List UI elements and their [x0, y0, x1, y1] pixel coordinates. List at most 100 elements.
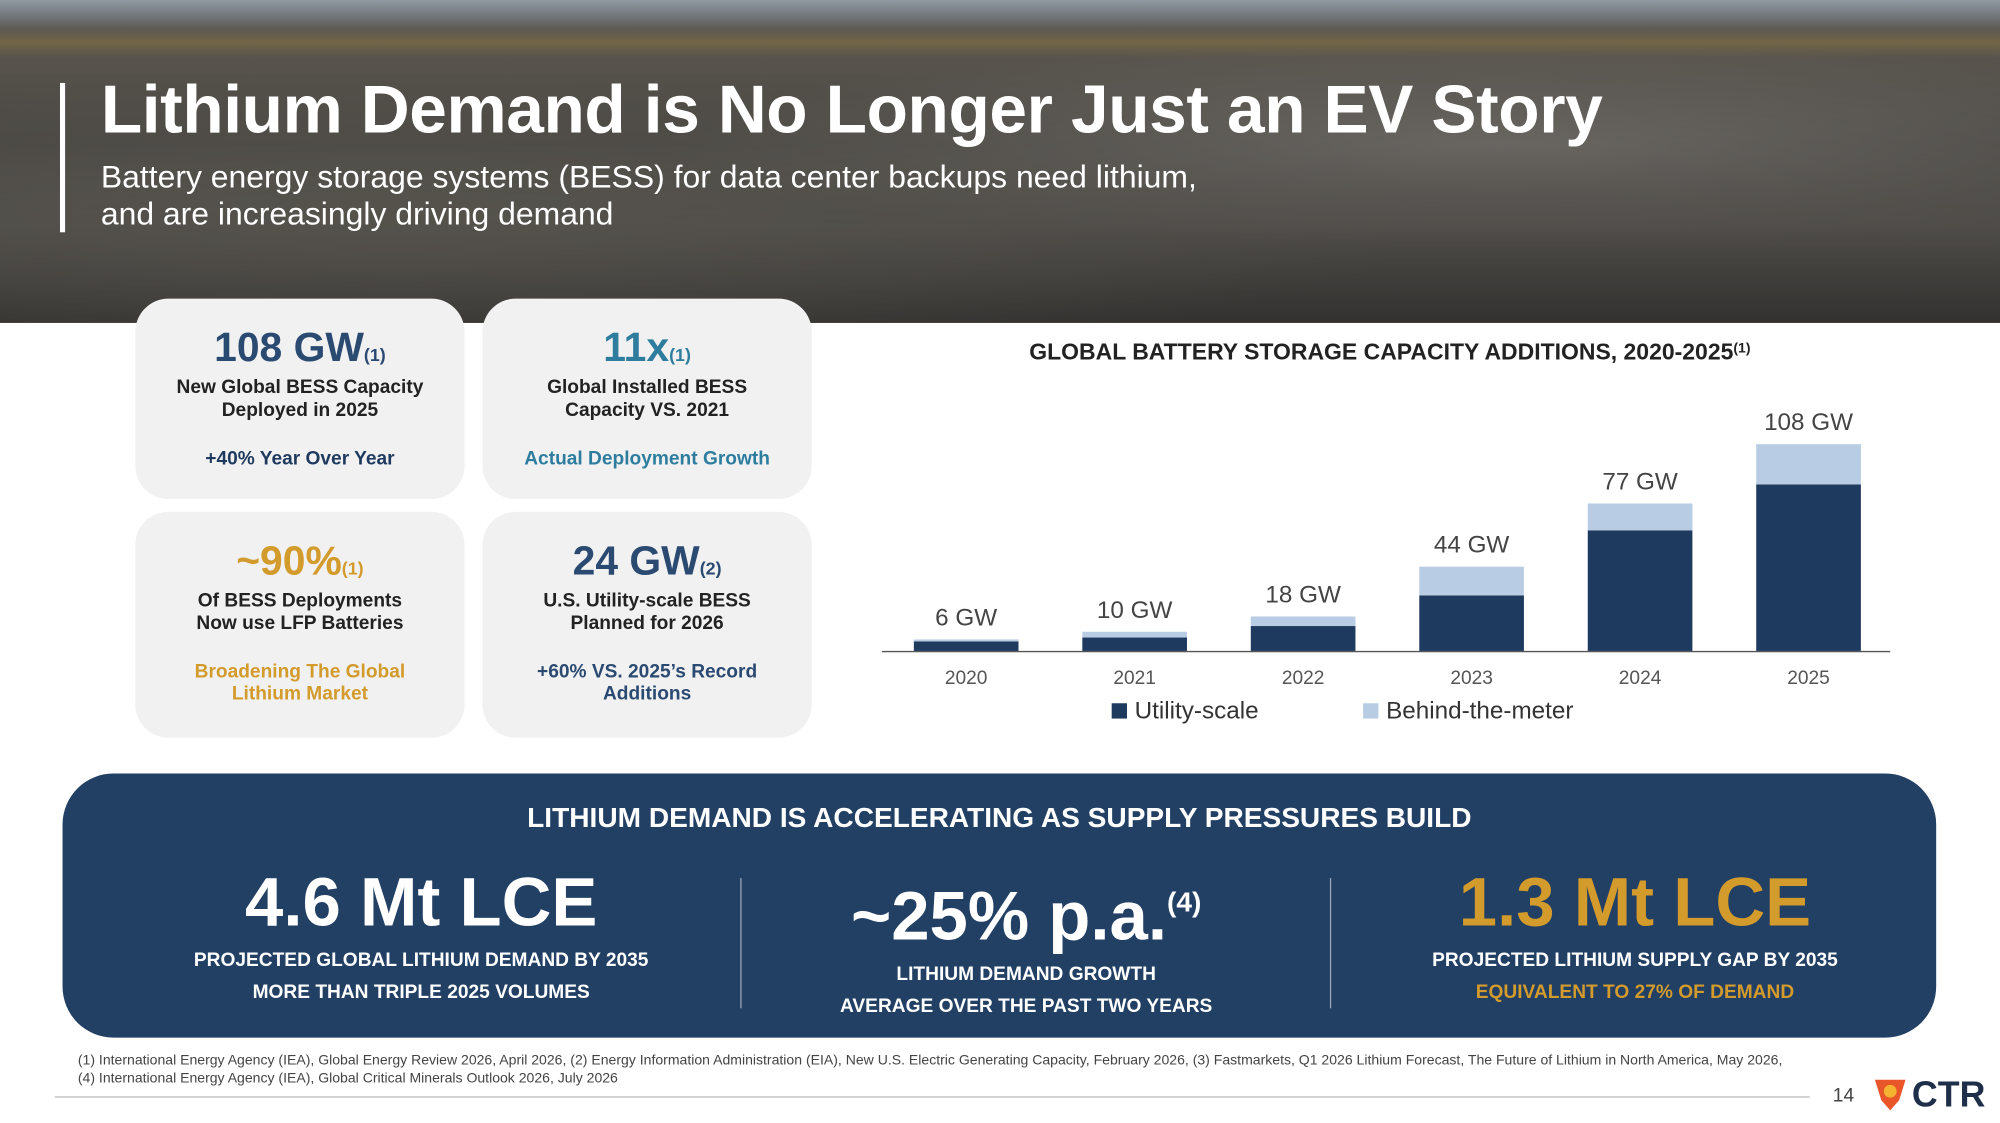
stat-note: (1): [363, 344, 386, 366]
stat-footer: +40% Year Over Year: [135, 448, 464, 470]
bar-segment: [1082, 631, 1187, 638]
bar-segment: [1587, 530, 1693, 651]
stat-label-line: Now use LFP Batteries: [196, 612, 404, 635]
footnote: (1) International Energy Agency (IEA), G…: [77, 1052, 1783, 1069]
stat-footer: Broadening The Global Lithium Market: [135, 661, 464, 704]
chart-title-note: (1): [1733, 339, 1750, 355]
subtitle-line: Battery energy storage systems (BESS) fo…: [100, 159, 1197, 196]
x-tick-label: 2021: [1113, 668, 1156, 689]
bar-total-label: 108 GW: [1764, 409, 1853, 436]
footnotes: (1) International Energy Agency (IEA), G…: [78, 1052, 1783, 1088]
bar-total-label: 10 GW: [1097, 597, 1173, 624]
stat-label-line: Of BESS Deployments: [197, 589, 403, 612]
stat-footer: +60% VS. 2025’s Record Additions: [482, 661, 811, 704]
stat-card: ~90%(1) Of BESS Deployments Now use LFP Ba…: [135, 511, 465, 738]
stat-label-line: Capacity VS. 2021: [565, 399, 730, 422]
footer-rule: [54, 1096, 1810, 1098]
bar-total-label: 77 GW: [1602, 468, 1678, 495]
stat-note: (2): [699, 557, 722, 579]
banner: LITHIUM DEMAND IS ACCELERATING AS SUPPLY…: [62, 773, 1937, 1038]
bar-segment: [1756, 444, 1861, 485]
divider: [1329, 878, 1332, 1009]
x-tick-label: 2024: [1619, 668, 1662, 689]
stat-label-line: New Global BESS Capacity: [176, 376, 424, 399]
stat-card: 11x(1) Global Installed BESS Capacity VS. …: [482, 298, 812, 500]
hero-image: [0, 0, 2000, 323]
bar-total-label: 18 GW: [1265, 581, 1341, 608]
bar-segment: [1587, 503, 1693, 531]
legend-label: Behind-the-meter: [1386, 698, 1573, 725]
legend-label: Utility-scale: [1135, 698, 1259, 725]
banner-stat-line: MORE THAN TRIPLE 2025 VOLUMES: [252, 981, 590, 1004]
banner-stat-value: 4.6 Mt LCE: [245, 864, 598, 941]
chart-title: GLOBAL BATTERY STORAGE CAPACITY ADDITION…: [1029, 339, 1750, 365]
banner-stat-value-row: 4.6 Mt LCE: [140, 863, 702, 942]
logo-icon: [1874, 1079, 1906, 1111]
stat-footer-line: +60% VS. 2025’s Record: [537, 661, 758, 683]
stat-value-row: ~90%(1): [135, 537, 464, 584]
banner-stat-line: PROJECTED LITHIUM SUPPLY GAP BY 2035: [1432, 949, 1838, 972]
stat-label: U.S. Utility-scale BESS Planned for 2026: [482, 590, 811, 636]
stat-footer-line: Actual Deployment Growth: [524, 447, 770, 470]
stat-card: 24 GW(2) U.S. Utility-scale BESS Planned f…: [482, 511, 812, 738]
chart: GLOBAL BATTERY STORAGE CAPACITY ADDITION…: [881, 339, 1891, 725]
banner-stat-line: LITHIUM DEMAND GROWTH: [896, 963, 1156, 986]
banner-title: LITHIUM DEMAND IS ACCELERATING AS SUPPLY…: [527, 801, 1472, 834]
stat-footer-line: Additions: [602, 682, 692, 705]
stat-value: 108 GW: [214, 324, 364, 371]
stat-footer: Actual Deployment Growth: [482, 448, 811, 470]
banner-stat-line: EQUIVALENT TO 27% OF DEMAND: [1475, 981, 1795, 1004]
stat-label-line: Planned for 2026: [570, 612, 724, 635]
x-tick-label: 2023: [1450, 668, 1493, 689]
bar-segment: [1082, 637, 1187, 651]
divider: [740, 878, 742, 1009]
legend-swatch: [1363, 703, 1379, 719]
banner-stat: 4.6 Mt LCE PROJECTED GLOBAL LITHIUM DEMAN…: [140, 863, 702, 1009]
footnote: (4) International Energy Agency (IEA), G…: [77, 1070, 618, 1087]
banner-stat: 1.3 Mt LCE PROJECTED LITHIUM SUPPLY GAP B…: [1354, 863, 1916, 1009]
stat-value: ~90%: [236, 537, 342, 584]
stat-label-line: Deployed in 2025: [221, 399, 379, 422]
x-tick-label: 2022: [1282, 668, 1325, 689]
stat-value-row: 11x(1): [482, 324, 811, 371]
logo-text: CTR: [1911, 1074, 1986, 1115]
bar-segment: [1756, 484, 1861, 651]
bar-segment: [913, 639, 1019, 642]
x-tick-label: 2025: [1787, 668, 1830, 689]
stat-note: (1): [341, 557, 364, 579]
bar-total-label: 44 GW: [1434, 532, 1510, 559]
stat-card: 108 GW(1) New Global BESS Capacity Deploye…: [135, 298, 465, 500]
page-number: 14: [1832, 1084, 1855, 1107]
bar-segment: [1419, 566, 1524, 596]
slide-subtitle: Battery energy storage systems (BESS) fo…: [101, 160, 1197, 234]
x-tick-label: 2020: [945, 668, 988, 689]
banner-stat-value-row: 1.3 Mt LCE: [1354, 863, 1916, 942]
stat-footer-line: +40% Year Over Year: [205, 447, 395, 470]
banner-stat-line: AVERAGE OVER THE PAST TWO YEARS: [839, 995, 1213, 1018]
bar-segment: [1250, 626, 1356, 651]
bar-segment: [1419, 595, 1524, 651]
banner-stat-line: PROJECTED GLOBAL LITHIUM DEMAND BY 2035: [193, 949, 649, 972]
stat-label-line: U.S. Utility-scale BESS: [543, 589, 751, 612]
stat-label-line: Global Installed BESS: [547, 376, 748, 399]
slide-title: Lithium Demand is No Longer Just an EV S…: [100, 72, 1603, 149]
logo: CTR: [1871, 1075, 1985, 1116]
chart-title-text: GLOBAL BATTERY STORAGE CAPACITY ADDITION…: [1029, 339, 1733, 365]
stat-value-row: 24 GW(2): [482, 537, 811, 584]
banner-stat-desc: LITHIUM DEMAND GROWTH AVERAGE OVER THE PA…: [745, 959, 1307, 1023]
stat-value: 11x: [603, 324, 670, 371]
banner-stat-desc: PROJECTED LITHIUM SUPPLY GAP BY 2035 EQUI…: [1354, 944, 1916, 1008]
stat-value: 24 GW: [572, 537, 700, 584]
stat-label: Global Installed BESS Capacity VS. 2021: [482, 377, 811, 423]
subtitle-line: and are increasingly driving demand: [100, 196, 614, 233]
stat-note: (1): [669, 344, 691, 366]
stat-label: New Global BESS Capacity Deployed in 2025: [135, 377, 464, 423]
banner-stat-value-row: ~25% p.a.(4): [745, 863, 1307, 956]
banner-stat: ~25% p.a.(4) LITHIUM DEMAND GROWTH AVERAGE…: [745, 863, 1307, 1023]
bar-segment: [913, 641, 1019, 651]
legend-swatch: [1111, 703, 1127, 719]
accent-bar: [59, 82, 66, 233]
stat-label: Of BESS Deployments Now use LFP Batteries: [135, 590, 464, 636]
